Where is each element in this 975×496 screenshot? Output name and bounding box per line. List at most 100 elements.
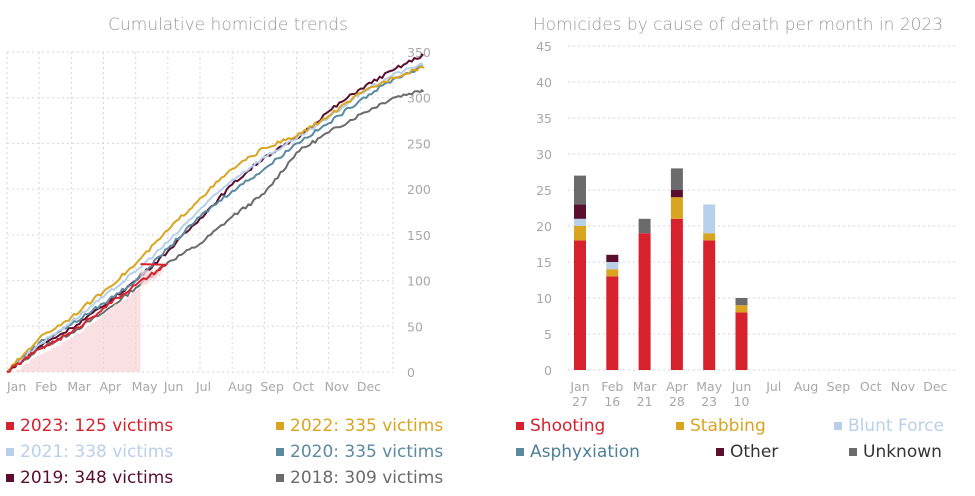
legend-item-asphyxiation[interactable]: Asphyxiation bbox=[516, 442, 640, 462]
legend-label: Unknown bbox=[863, 442, 942, 462]
bar-total-label: 21 bbox=[637, 394, 653, 409]
x-tick-label: Jul bbox=[765, 379, 781, 394]
x-tick-label: Sep bbox=[260, 379, 284, 394]
y-tick-label: 50 bbox=[407, 319, 423, 334]
x-tick-label: May bbox=[132, 379, 158, 394]
x-tick-label: Feb bbox=[35, 379, 57, 394]
x-tick-label: Apr bbox=[100, 379, 122, 394]
y-tick-label: 250 bbox=[407, 136, 431, 151]
bar-segment-other bbox=[670, 190, 683, 198]
series-line-2023 bbox=[6, 263, 169, 373]
bar-segment-unknown bbox=[638, 218, 651, 234]
legend-label: Asphyxiation bbox=[530, 442, 640, 462]
y-tick-label: 15 bbox=[536, 255, 552, 270]
bar-segment-other bbox=[574, 204, 586, 219]
bar-segment-unknown bbox=[670, 168, 683, 190]
bar-segment-stabbing bbox=[670, 197, 683, 219]
bar-segment-shooting bbox=[703, 240, 716, 370]
x-tick-label: Jan bbox=[569, 379, 589, 394]
legend-label: 2022: 335 victims bbox=[290, 416, 444, 436]
legend-swatch bbox=[516, 422, 524, 430]
legend-swatch bbox=[276, 474, 284, 482]
bar-segment-blunt-force bbox=[574, 218, 586, 226]
legend-label: 2023: 125 victims bbox=[20, 416, 174, 436]
legend-label: Blunt Force bbox=[848, 416, 944, 436]
legend-item-other[interactable]: Other bbox=[716, 442, 778, 462]
y-tick-label: 300 bbox=[407, 91, 431, 106]
y-tick-label: 100 bbox=[407, 274, 431, 289]
bar-segment-shooting bbox=[606, 276, 619, 370]
legend-item-shooting[interactable]: Shooting bbox=[516, 416, 605, 436]
series-line-2020 bbox=[6, 64, 423, 373]
legend-item-2023[interactable]: 2023: 125 victims bbox=[6, 416, 173, 436]
legend-swatch bbox=[6, 474, 14, 482]
legend-item-2021[interactable]: 2021: 338 victims bbox=[6, 442, 173, 462]
legend-item-stabbing[interactable]: Stabbing bbox=[676, 416, 766, 436]
area-fill-2023 bbox=[7, 270, 166, 372]
legend-swatch bbox=[849, 448, 857, 456]
legend-swatch bbox=[6, 448, 14, 456]
legend-item-blunt-force[interactable]: Blunt Force bbox=[834, 416, 944, 436]
legend-label: 2021: 338 victims bbox=[20, 442, 174, 462]
legend-label: Shooting bbox=[530, 416, 606, 436]
x-tick-label: Feb bbox=[601, 379, 623, 394]
legend-label: Stabbing bbox=[690, 416, 766, 436]
x-tick-label: Sep bbox=[827, 379, 851, 394]
legend-swatch bbox=[834, 422, 842, 430]
y-tick-label: 30 bbox=[536, 147, 552, 162]
y-tick-label: 0 bbox=[407, 365, 415, 380]
legend-label: Other bbox=[730, 442, 779, 462]
bar-segment-shooting bbox=[638, 233, 651, 370]
bar-segment-shooting bbox=[735, 312, 748, 370]
x-tick-label: Aug bbox=[794, 379, 818, 394]
bar-total-label: 10 bbox=[734, 394, 750, 409]
bar-segment-unknown bbox=[735, 298, 748, 306]
legend-swatch bbox=[676, 422, 684, 430]
y-tick-label: 20 bbox=[536, 219, 552, 234]
x-tick-label: Nov bbox=[325, 379, 350, 394]
y-tick-label: 10 bbox=[536, 291, 552, 306]
legend-label: 2019: 348 victims bbox=[20, 468, 174, 488]
y-tick-label: 5 bbox=[544, 327, 552, 342]
bar-segment-blunt-force bbox=[703, 204, 716, 234]
bar-segment-shooting bbox=[574, 240, 586, 370]
x-tick-label: Jun bbox=[163, 379, 184, 394]
y-tick-label: 150 bbox=[407, 228, 431, 243]
bar-segment-stabbing bbox=[574, 226, 586, 241]
series-line-2022 bbox=[6, 65, 425, 373]
legend-item-unknown[interactable]: Unknown bbox=[849, 442, 942, 462]
bar-total-label: 28 bbox=[669, 394, 685, 409]
legend-swatch bbox=[516, 448, 524, 456]
x-tick-label: Nov bbox=[891, 379, 916, 394]
bar-segment-blunt-force bbox=[606, 262, 619, 270]
legend-swatch bbox=[276, 448, 284, 456]
x-tick-label: Jul bbox=[195, 379, 211, 394]
x-tick-label: Oct bbox=[860, 379, 882, 394]
y-tick-label: 25 bbox=[536, 183, 552, 198]
legend-label: 2020: 335 victims bbox=[290, 442, 444, 462]
y-tick-label: 200 bbox=[407, 182, 431, 197]
legend-item-2020[interactable]: 2020: 335 victims bbox=[276, 442, 443, 462]
legend-swatch bbox=[716, 448, 724, 456]
x-tick-label: Jun bbox=[731, 379, 752, 394]
x-tick-label: Jan bbox=[6, 379, 26, 394]
legend-item-2018[interactable]: 2018: 309 victims bbox=[276, 468, 443, 488]
y-tick-label: 0 bbox=[544, 363, 552, 378]
legend-swatch bbox=[6, 422, 14, 430]
bar-total-label: 16 bbox=[604, 394, 620, 409]
y-tick-label: 35 bbox=[536, 111, 552, 126]
bar-segment-stabbing bbox=[735, 305, 748, 313]
legend-item-2022[interactable]: 2022: 335 victims bbox=[276, 416, 443, 436]
x-tick-label: Mar bbox=[67, 379, 91, 394]
legend-item-2019[interactable]: 2019: 348 victims bbox=[6, 468, 173, 488]
bar-segment-stabbing bbox=[703, 233, 716, 241]
x-tick-label: Apr bbox=[666, 379, 688, 394]
bar-chart-title: Homicides by cause of death per month in… bbox=[533, 15, 943, 35]
legend-label: 2018: 309 victims bbox=[290, 468, 444, 488]
bar-segment-stabbing bbox=[606, 269, 619, 277]
x-tick-label: Aug bbox=[228, 379, 252, 394]
bar-segment-unknown bbox=[574, 175, 586, 205]
y-tick-label: 40 bbox=[536, 75, 552, 90]
x-tick-label: Mar bbox=[633, 379, 657, 394]
